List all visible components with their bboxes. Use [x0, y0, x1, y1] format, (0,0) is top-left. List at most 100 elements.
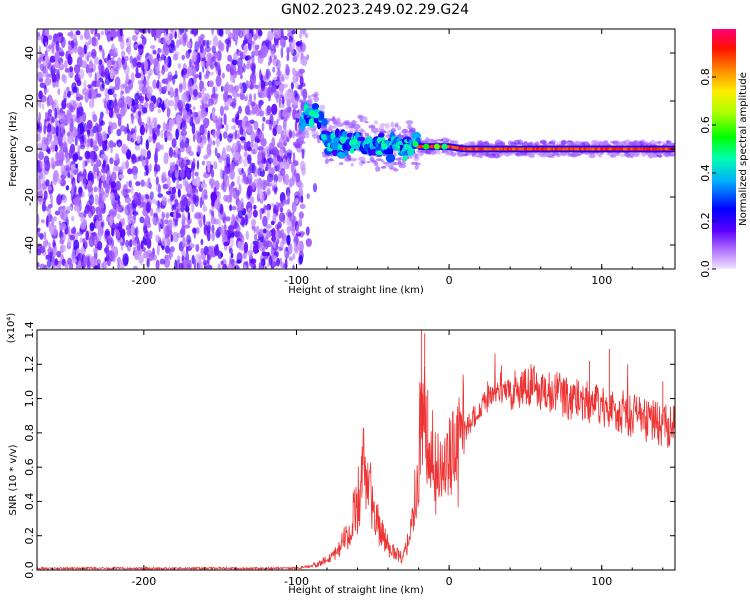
- spectrogram-noise-speck: [233, 265, 240, 269]
- spectrogram-noise-speck: [56, 250, 62, 258]
- spectrogram-noise-speck: [172, 53, 179, 61]
- spectrogram-noise-speck: [49, 55, 56, 63]
- spectrogram-noise-speck: [75, 30, 81, 36]
- spectrogram-halo-speck: [399, 131, 405, 134]
- spectrogram-noise-speck: [97, 64, 101, 71]
- spectrogram-noise-speck: [159, 258, 166, 265]
- spectrogram-noise-speck: [288, 177, 295, 187]
- spectrogram-noise-speck: [219, 203, 224, 215]
- spectrogram-noise-speck: [54, 210, 61, 216]
- spectrogram-noise-speck: [161, 196, 168, 206]
- spectrogram-noise-speck: [132, 57, 138, 68]
- spectrogram-noise-speck: [96, 230, 102, 242]
- colorbar-tick-label: 0.4: [699, 164, 712, 182]
- spectrogram-noise-speck: [265, 224, 272, 230]
- spectrogram-signal-blob: [336, 151, 346, 159]
- spectrogram-noise-speck: [134, 44, 139, 49]
- spectrogram-noise-speck: [126, 123, 129, 133]
- spectrogram-noise-speck: [193, 89, 198, 98]
- colorbar-tick-label: 0.0: [699, 260, 712, 278]
- spectrogram-noise-speck: [277, 162, 281, 173]
- colorbar-tick-label: 0.6: [699, 116, 712, 134]
- spectrogram-noise-speck: [251, 50, 255, 58]
- spectrogram-noise-speck: [179, 247, 184, 252]
- spectrogram-halo-speck: [471, 141, 476, 146]
- spectrogram-noise-speck: [165, 212, 170, 220]
- spectrogram-noise-speck: [171, 186, 177, 194]
- spectrogram-noise-speck: [148, 135, 153, 143]
- spectrogram-noise-speck: [183, 260, 188, 269]
- spectrogram-noise-speck: [109, 157, 114, 165]
- spectrogram-noise-speck: [108, 121, 112, 127]
- spectrogram-halo-speck: [449, 141, 455, 144]
- spectrogram-noise-speck: [73, 64, 81, 74]
- spectrogram-noise-speck: [277, 221, 282, 229]
- spectrogram-noise-speck: [38, 151, 45, 161]
- spectrogram-noise-speck: [305, 226, 310, 236]
- spectrogram-noise-speck: [56, 151, 59, 160]
- spectrogram-noise-speck: [37, 133, 41, 142]
- spectrogram-noise-speck: [37, 262, 40, 268]
- spectrogram-noise-speck: [224, 172, 228, 184]
- spectrogram-noise-speck: [301, 152, 305, 159]
- spectrogram-noise-speck: [149, 208, 154, 217]
- snr-x-tick-label: 100: [591, 575, 612, 588]
- spectrogram-noise-speck: [155, 176, 159, 186]
- spectrogram-noise-speck: [53, 216, 57, 222]
- spectrogram-noise-speck: [292, 264, 295, 269]
- spectrogram-halo-speck: [634, 152, 641, 157]
- spectrogram-noise-speck: [258, 228, 264, 238]
- spectrogram-noise-speck: [111, 87, 115, 94]
- spectrogram-noise-speck: [230, 181, 235, 187]
- spectrogram-noise-speck: [198, 74, 202, 81]
- spectrogram-noise-speck: [94, 56, 99, 65]
- spectrogram-noise-speck: [83, 256, 88, 266]
- spectrogram-halo-speck: [666, 141, 671, 145]
- spectrogram-noise-speck: [201, 139, 207, 145]
- spectrogram-halo-speck: [640, 151, 647, 158]
- spectrogram-noise-speck: [289, 41, 293, 52]
- spectrogram-noise-speck: [220, 182, 225, 191]
- spectrogram-noise-speck: [236, 175, 241, 186]
- spectrogram-noise-speck: [125, 224, 130, 231]
- spectrogram-noise-speck: [181, 67, 188, 76]
- spectrogram-noise-speck: [170, 253, 174, 258]
- spectrogram-noise-speck: [272, 66, 276, 73]
- spectrogram-noise-speck: [92, 145, 99, 152]
- spectrogram-noise-speck: [271, 103, 278, 116]
- spectrogram-x-tick-label: 100: [591, 274, 612, 287]
- spectrogram-noise-speck: [298, 211, 304, 219]
- spectrogram-noise-speck: [86, 255, 91, 268]
- spectrogram-noise-speck: [198, 212, 203, 220]
- spectrogram-noise-speck: [151, 29, 155, 38]
- spectrogram-noise-speck: [77, 144, 81, 154]
- spectrogram-noise-speck: [232, 78, 236, 84]
- spectrogram-noise-speck: [150, 45, 156, 50]
- spectrogram-noise-speck: [182, 135, 187, 142]
- spectrogram-noise-speck: [228, 132, 234, 139]
- spectrogram-noise-speck: [139, 216, 145, 224]
- spectrogram-noise-speck: [41, 202, 46, 212]
- spectrogram-noise-speck: [51, 99, 55, 109]
- spectrogram-noise-speck: [257, 151, 263, 163]
- spectrogram-noise-speck: [100, 30, 105, 36]
- spectrogram-noise-speck: [287, 88, 293, 93]
- spectrogram-noise-speck: [64, 59, 68, 69]
- spectrogram-noise-speck: [168, 43, 175, 54]
- spectrogram-noise-speck: [292, 74, 299, 84]
- spectrogram-noise-speck: [102, 49, 105, 60]
- spectrogram-noise-speck: [186, 234, 191, 246]
- spectrogram-halo-speck: [598, 154, 602, 158]
- spectrogram-noise-speck: [108, 107, 114, 119]
- spectrogram-noise-speck: [200, 238, 204, 246]
- spectrogram-x-tick-label: -200: [131, 274, 156, 287]
- spectrogram-noise-speck: [59, 51, 65, 57]
- spectrogram-noise-speck: [146, 257, 150, 268]
- spectrogram-noise-speck: [48, 64, 54, 71]
- spectrogram-noise-speck: [115, 222, 119, 229]
- spectrogram-noise-speck: [90, 138, 94, 148]
- spectrogram-noise-speck: [264, 205, 270, 211]
- spectrogram-noise-speck: [126, 38, 129, 43]
- spectrogram-noise-speck: [80, 60, 88, 69]
- spectrogram-noise-speck: [52, 64, 55, 70]
